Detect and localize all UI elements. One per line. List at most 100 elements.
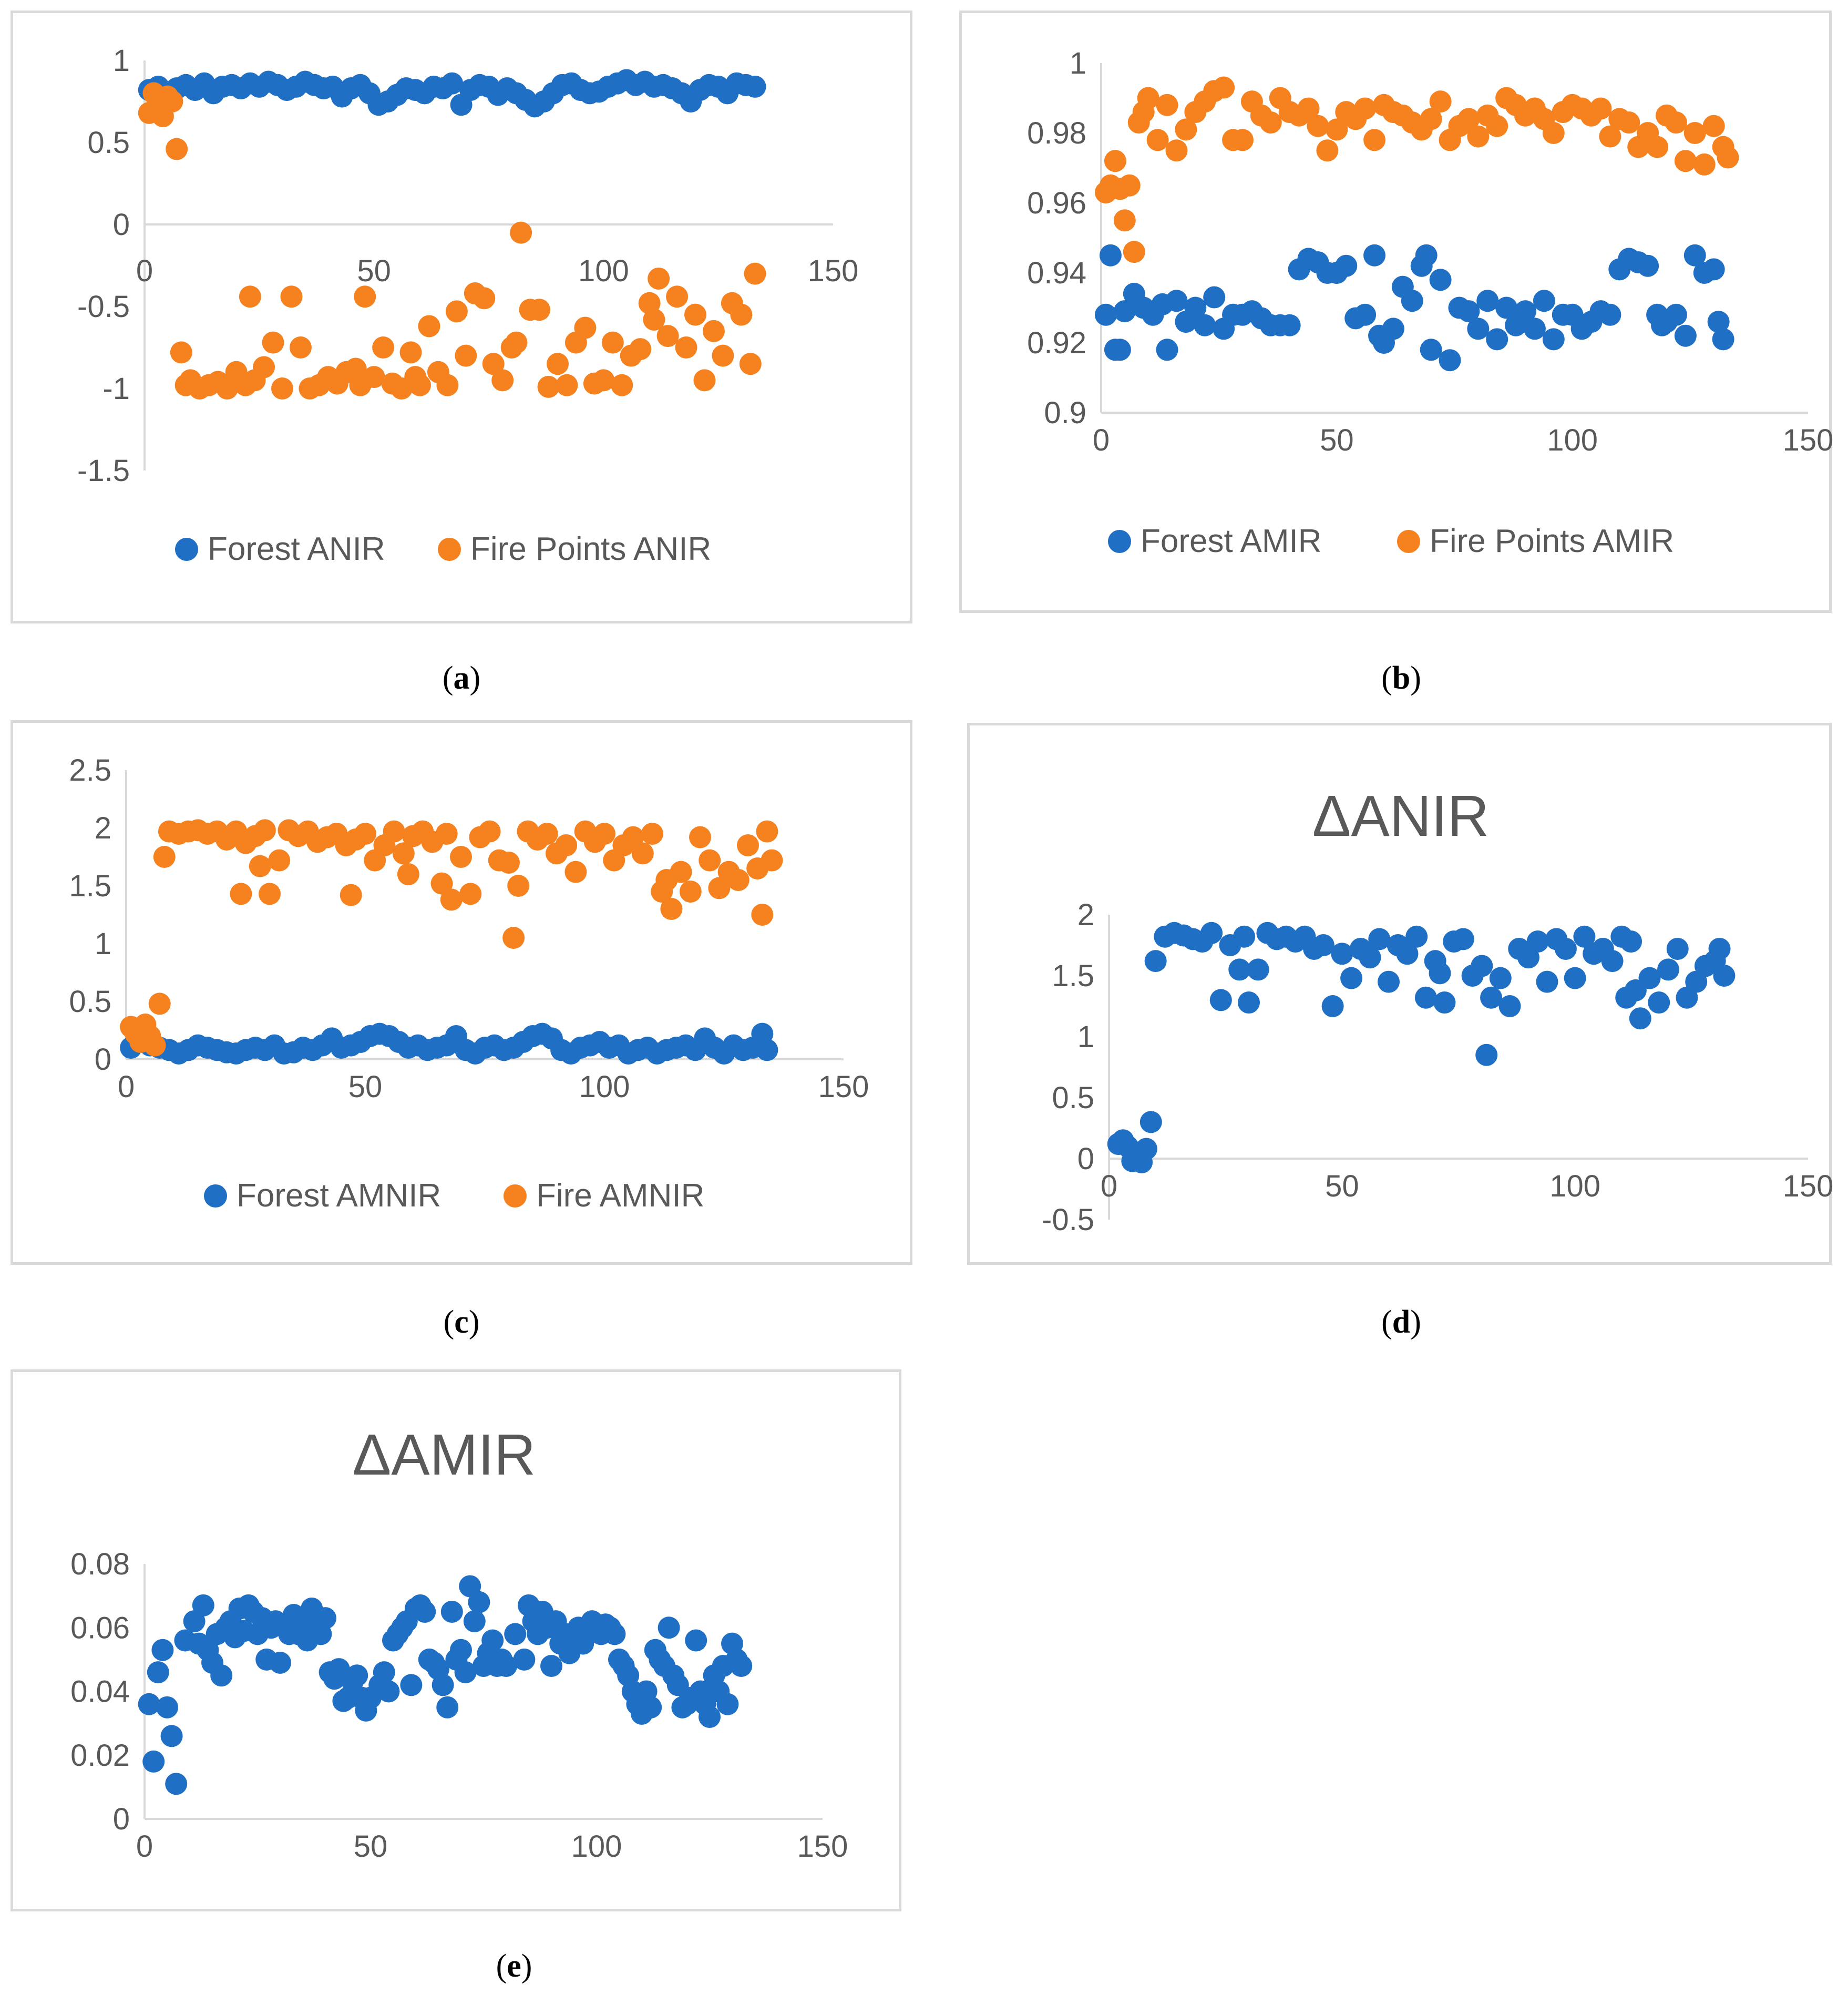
chart-a-legend-label: Forest ANIR <box>208 531 385 567</box>
chart-e-point-blue <box>210 1664 233 1687</box>
chart-e-point-blue <box>540 1655 562 1677</box>
chart-a-ytick: 0 <box>113 208 130 242</box>
chart-c-ytick: 1.5 <box>69 869 111 903</box>
chart-b-legend-marker <box>1397 530 1420 553</box>
chart-d-point-blue <box>1429 962 1451 985</box>
chart-e-point-blue <box>504 1623 527 1645</box>
chart-e-point-blue <box>414 1600 436 1623</box>
chart-d-point-blue <box>1378 970 1400 993</box>
chart-c-point-orange <box>383 820 405 843</box>
chart-d-point-blue <box>1713 965 1736 987</box>
chart-c-point-orange <box>249 855 271 877</box>
chart-e-point-blue <box>156 1696 178 1718</box>
chart-d-ytick: 1.5 <box>1052 959 1094 993</box>
chart-a-point-orange <box>643 308 665 331</box>
chart-b-ytick: 0.98 <box>1027 116 1086 150</box>
chart-b-point-blue <box>1203 286 1226 309</box>
chart-e-point-blue <box>440 1600 463 1623</box>
chart-e-xtick: 150 <box>797 1829 848 1864</box>
chart-a-point-orange <box>354 285 376 308</box>
chart-d-point-blue <box>1200 922 1223 944</box>
chart-e-ytick: 0.04 <box>70 1675 130 1709</box>
chart-b-xtick: 100 <box>1547 423 1598 457</box>
caption-c: (c) <box>443 1304 480 1340</box>
chart-d-point-blue <box>1139 1111 1162 1133</box>
chart-a-point-orange <box>547 353 569 375</box>
chart-e-point-blue <box>142 1750 165 1773</box>
chart-c-point-orange <box>253 819 276 842</box>
chart-c-point-orange <box>536 823 558 845</box>
chart-b-xtick: 50 <box>1320 423 1354 457</box>
chart-b-point-orange <box>1213 76 1235 99</box>
chart-c-xtick: 100 <box>579 1070 630 1104</box>
chart-a-point-orange <box>528 299 551 321</box>
chart-b-point-blue <box>1514 300 1536 323</box>
chart-a-point-orange <box>455 344 477 367</box>
chart-b-point-orange <box>1363 129 1386 151</box>
chart-e-point-blue <box>495 1655 517 1677</box>
chart-c-xtick: 150 <box>818 1070 869 1104</box>
chart-b-point-blue <box>1184 296 1207 319</box>
chart-d-point-blue <box>1471 955 1493 977</box>
chart-c-point-orange <box>430 872 453 895</box>
chart-b-point-orange <box>1146 129 1169 151</box>
chart-b-point-blue <box>1674 324 1697 347</box>
chart-e-point-blue <box>450 1639 472 1661</box>
chart-c-point-orange <box>622 826 644 848</box>
chart-b-point-blue <box>1712 328 1734 351</box>
chart-panel-c: 2.5 2 1.5 1 0.5 0 0 50 100 150 Forest AMNIR Fire AM… <box>11 720 912 1265</box>
chart-e-point-blue <box>603 1623 626 1645</box>
chart-b-point-orange <box>1589 97 1612 120</box>
chart-e-ytick: 0.08 <box>70 1547 130 1581</box>
chart-b-point-orange <box>1665 111 1687 134</box>
chart-c-point-orange <box>670 861 692 883</box>
chart-e-point-blue <box>640 1696 662 1718</box>
chart-c-legend-marker <box>204 1184 227 1208</box>
chart-d-point-blue <box>1452 928 1474 950</box>
chart-a-point-orange <box>445 300 468 323</box>
chart-c-point-orange <box>354 823 376 845</box>
chart-b-point-blue <box>1486 328 1508 351</box>
chart-d-point-blue <box>1340 967 1363 989</box>
chart-b-svg: 1 0.98 0.96 0.94 0.92 0.90 50 100 150 Forest AMIR… <box>1027 46 1833 559</box>
chart-e-title: ΔAMIR <box>353 1423 536 1487</box>
chart-b-point-blue <box>1278 314 1301 336</box>
chart-a-point-orange <box>280 285 303 308</box>
chart-c-point-orange <box>737 834 759 856</box>
chart-panel-b: 1 0.98 0.96 0.94 0.92 0.9 0 50 100 150 Forest AMIR… <box>959 11 1833 613</box>
chart-c-point-blue <box>756 1039 778 1061</box>
chart-b-point-orange <box>1231 129 1254 151</box>
chart-a-point-orange <box>592 369 615 392</box>
chart-c-legend-marker <box>504 1184 527 1208</box>
chart-e-xtick: 0 <box>136 1829 153 1864</box>
chart-a-point-orange <box>684 303 706 326</box>
chart-a-point-orange <box>505 331 528 354</box>
chart-b-point-orange <box>1429 90 1452 113</box>
chart-c-point-orange <box>435 823 458 845</box>
chart-a-point-orange <box>629 338 652 361</box>
chart-d-point-blue <box>1312 934 1334 956</box>
chart-e-point-blue <box>699 1706 721 1728</box>
chart-a-point-orange <box>666 285 689 308</box>
chart-d-title: ΔANIR <box>1312 784 1489 848</box>
chart-c-legend-label: Fire AMNIR <box>536 1178 704 1214</box>
chart-c-point-orange <box>564 861 587 883</box>
chart-a-point-blue <box>744 75 766 98</box>
chart-e-ytick: 0 <box>113 1802 130 1836</box>
chart-b-point-blue <box>1523 318 1546 340</box>
chart-c-point-orange <box>727 869 750 891</box>
chart-panel-d: ΔANIR 2 1.5 1 0.5 0 -0.5 0 50 100 150 <box>967 723 1833 1265</box>
chart-b-xtick: 150 <box>1783 423 1834 457</box>
chart-d-point-blue <box>1228 958 1251 981</box>
chart-d-ytick: 1 <box>1077 1020 1094 1054</box>
chart-c-point-orange <box>507 875 530 897</box>
chart-c-point-orange <box>450 846 472 868</box>
chart-a-point-orange <box>436 374 459 396</box>
chart-c-legend-label: Forest AMNIR <box>237 1178 441 1214</box>
chart-c-svg: 2.5 2 1.5 1 0.5 00 50 100 150 Forest AMNIR Fire AM… <box>69 753 869 1214</box>
chart-d-point-blue <box>1657 958 1679 981</box>
chart-c-point-orange <box>660 898 683 920</box>
chart-e-point-blue <box>147 1661 169 1684</box>
chart-e-point-blue <box>373 1661 395 1684</box>
